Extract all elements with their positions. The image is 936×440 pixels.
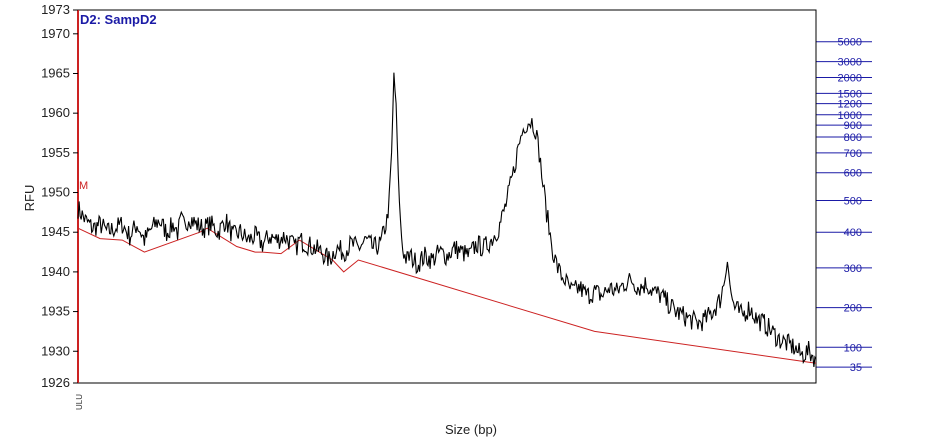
ladder-label: 200: [844, 303, 862, 315]
y-tick-label: 1973: [41, 2, 70, 17]
y-tick-label: 1945: [41, 224, 70, 239]
ladder-label: 300: [844, 263, 862, 275]
ladder-gridlines: [816, 41, 872, 368]
sample-label: D2: SampD2: [80, 12, 157, 27]
y-tick-label: 1926: [41, 375, 70, 390]
ladder-label: 2000: [838, 72, 862, 84]
ladder-label: 400: [844, 227, 862, 239]
left-strip-text: ULU: [75, 394, 84, 410]
y-tick-label: 1930: [41, 343, 70, 358]
y-axis: 1926 1930 1935 1940 1945 1950 1955 1960 1965 1970…: [41, 2, 78, 390]
ladder-label: 600: [844, 168, 862, 180]
y-axis-label: RFU: [22, 185, 37, 212]
x-axis-label: Size (bp): [445, 422, 497, 437]
signal-series: [77, 72, 817, 368]
ladder-label: 100: [844, 342, 862, 354]
ladder-label: 5000: [838, 37, 862, 49]
ladder-label: 1200: [838, 99, 862, 111]
y-tick-label: 1970: [41, 26, 70, 41]
y-tick-label: 1965: [41, 65, 70, 80]
y-tick-label: 1935: [41, 304, 70, 319]
y-tick-label: 1955: [41, 145, 70, 160]
baseline-series: [77, 227, 817, 364]
y-tick-label: 1940: [41, 264, 70, 279]
ladder-label: 700: [844, 148, 862, 160]
ladder-label: 500: [844, 195, 862, 207]
y-tick-label: 1950: [41, 185, 70, 200]
y-tick-label: 1960: [41, 105, 70, 120]
ladder-label: 3000: [838, 57, 862, 69]
ladder-label: 1000: [838, 110, 862, 122]
ladder-label: 900: [844, 120, 862, 132]
marker-label: M: [79, 180, 88, 192]
ladder-label: 800: [844, 132, 862, 144]
ladder-label: 35: [850, 362, 862, 374]
ladder-label: 1500: [838, 88, 862, 100]
